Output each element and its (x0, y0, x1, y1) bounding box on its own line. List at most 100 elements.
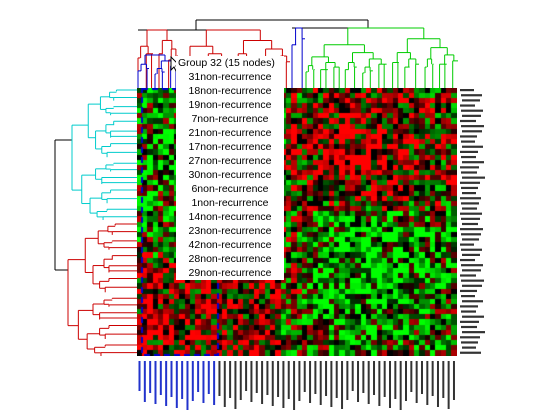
row-label-mark (460, 197, 481, 200)
column-label-mark (383, 361, 386, 397)
column-label-mark (239, 361, 242, 400)
tooltip-item: 23non-recurrence (188, 225, 272, 237)
column-label-mark (452, 361, 455, 400)
column-label-mark (271, 361, 274, 406)
column-label-mark (266, 361, 269, 395)
column-label-mark (255, 361, 258, 393)
column-label-mark (181, 361, 184, 399)
column-label-mark (170, 361, 173, 397)
column-label-mark (303, 361, 306, 392)
column-label-mark (314, 361, 317, 394)
column-label-mark (175, 361, 178, 408)
column-label-mark (293, 361, 296, 410)
column-label-mark (431, 361, 434, 396)
row-label-mark (462, 130, 482, 133)
column-label-mark (309, 361, 312, 403)
column-label-mark (261, 361, 264, 404)
row-label-mark (462, 331, 485, 334)
column-label-mark (229, 361, 232, 398)
row-label-mark (462, 114, 481, 117)
row-label-mark (462, 315, 484, 318)
row-label-mark (461, 248, 482, 251)
tooltip-item: 19non-recurrence (188, 99, 272, 111)
row-label-mark (461, 341, 478, 344)
row-label-mark (460, 243, 474, 246)
tooltip-item: 30non-recurrence (188, 169, 272, 181)
column-label-mark (330, 361, 333, 407)
column-label-mark (325, 361, 328, 396)
tooltip-item: 29non-recurrence (188, 267, 272, 279)
tooltip-item: 21non-recurrence (188, 127, 272, 139)
group-tooltip: Group 32 (15 nodes) 31non-recurrence 18no… (176, 56, 284, 280)
column-label-mark (389, 361, 392, 408)
row-label-mark (460, 212, 482, 215)
row-label-mark (462, 284, 482, 287)
column-label-mark (159, 361, 162, 395)
column-label-mark (202, 361, 205, 403)
row-label-mark (462, 176, 485, 179)
column-label-mark (319, 361, 322, 405)
row-label-mark (460, 289, 477, 293)
row-label-mark (462, 222, 478, 226)
tooltip-item: 42non-recurrence (188, 239, 272, 251)
column-label-mark (250, 361, 253, 402)
column-label-mark (282, 361, 285, 408)
row-labels (460, 89, 485, 354)
row-label-mark (460, 258, 475, 262)
column-label-mark (346, 361, 349, 400)
row-label-mark (461, 140, 475, 143)
column-label-mark (245, 361, 248, 391)
row-label-mark (461, 217, 480, 220)
tooltip-item: 6non-recurrence (191, 183, 269, 195)
tooltip-item: 18non-recurrence (188, 85, 272, 97)
row-label-mark (461, 264, 483, 267)
column-label-mark (207, 361, 210, 394)
column-label-mark (197, 361, 200, 392)
column-label-mark (287, 361, 290, 399)
row-label-mark (462, 207, 477, 210)
column-label-mark (186, 361, 189, 410)
row-label-mark (462, 253, 480, 256)
column-label-mark (213, 361, 216, 405)
row-label-mark (462, 145, 483, 148)
row-label-mark (460, 351, 481, 354)
column-label-mark (154, 361, 157, 404)
column-label-mark (362, 361, 365, 393)
column-label-mark (436, 361, 439, 407)
column-label-mark (351, 361, 354, 391)
row-label-mark (460, 89, 474, 92)
row-label-mark (460, 150, 478, 153)
row-label-mark (461, 279, 484, 282)
row-label-mark (461, 155, 476, 159)
column-label-mark (410, 361, 413, 392)
row-label-mark (461, 171, 477, 174)
column-label-mark (149, 361, 152, 393)
row-label-mark (460, 166, 479, 169)
row-label-mark (461, 295, 475, 298)
row-label-mark (461, 202, 479, 205)
column-label-mark (165, 361, 168, 406)
row-label-mark (462, 269, 481, 272)
tooltip-title: Group 32 (15 nodes) (178, 57, 275, 69)
column-label-mark (341, 361, 344, 409)
column-label-mark (234, 361, 237, 409)
column-label-mark (373, 361, 376, 395)
row-label-mark (461, 94, 482, 97)
row-label-mark (461, 186, 478, 190)
row-label-mark (462, 238, 479, 241)
tooltip-list: 31non-recurrence 18non-recurrence 19non-re… (176, 70, 284, 280)
column-label-mark (405, 361, 407, 401)
row-label-mark (462, 346, 476, 349)
column-label-mark (426, 361, 429, 405)
column-label-mark (399, 361, 402, 410)
row-label-mark (460, 181, 480, 184)
row-label-mark (460, 274, 476, 277)
tooltip-item: 31non-recurrence (188, 71, 272, 83)
column-label-mark (277, 361, 280, 397)
column-label-mark (394, 361, 397, 399)
column-label-mark (378, 361, 381, 406)
column-label-mark (191, 361, 194, 401)
row-label-mark (460, 305, 478, 308)
row-label-mark (460, 104, 475, 107)
